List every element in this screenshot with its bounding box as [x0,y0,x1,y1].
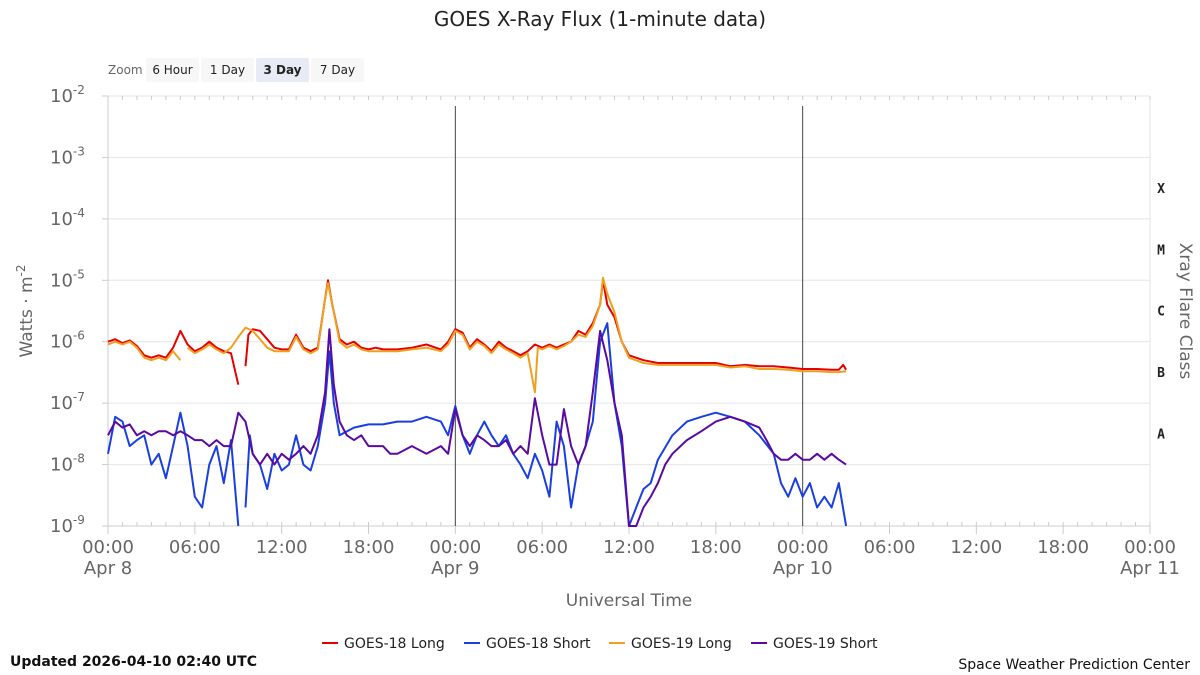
y-axis-title-text: Watts · m [17,276,37,357]
y-tick-exponent: -6 [73,329,85,343]
x-axis-title: Universal Time [566,591,692,611]
flare-class-x: X [1157,182,1165,197]
x-tick-time: 00:00 [82,537,134,558]
y-axis-title: Watts · m-2 [14,264,37,357]
flare-class-labels: X M C B A [1157,182,1165,443]
series-line-goes-18-short [107,322,848,527]
y-axis-title-sup: -2 [14,264,28,276]
legend-item-goes-18-short[interactable]: GOES-18 Short [464,636,591,652]
x-tick-date: Apr 10 [773,558,833,579]
y-tick-exponent: -7 [73,390,85,404]
legend-item-goes-18-long[interactable]: GOES-18 Long [322,636,445,652]
x-tick-time: 18:00 [690,537,742,558]
y-tick-base: 10 [50,86,73,107]
y-tick-base: 10 [50,270,73,291]
y-tick-base: 10 [50,455,73,476]
legend-label[interactable]: GOES-19 Short [773,636,878,652]
zoom-label: Zoom [108,63,143,77]
legend[interactable]: GOES-18 Long GOES-18 Short GOES-19 Long GOE… [322,636,878,652]
series-line-goes-19-long [107,276,847,394]
y-tick-label: 10-7 [50,390,85,414]
y-tick-label: 10-2 [50,83,85,107]
zoom-button-bg[interactable] [146,58,199,82]
y-tick-label: 10-6 [50,329,85,353]
legend-label[interactable]: GOES-18 Short [486,636,591,652]
flare-class-a: A [1157,428,1165,443]
flare-class-b: B [1157,366,1165,381]
zoom-button-bg[interactable] [201,58,254,82]
y-tick-label: 10-8 [50,452,85,476]
legend-item-goes-19-short[interactable]: GOES-19 Short [751,636,878,652]
y-tick-label: 10-3 [50,144,85,168]
y-tick-base: 10 [50,393,73,414]
x-tick-time: 00:00 [1124,537,1176,558]
zoom-button-label[interactable]: 7 Day [320,63,355,77]
day-markers [454,106,804,526]
updated-timestamp: Updated 2026-04-10 02:40 UTC [10,654,257,670]
x-tick-time: 12:00 [603,537,655,558]
x-tick-time: 06:00 [169,537,221,558]
series-lines [107,276,848,527]
zoom-button-7-day[interactable]: 7 Day [311,58,364,82]
zoom-button-label[interactable]: 1 Day [210,63,245,77]
x-tick-date: Apr 11 [1120,558,1180,579]
x-tick-time: 00:00 [429,537,481,558]
y-tick-base: 10 [50,209,73,230]
y-tick-label: 10-5 [50,267,85,291]
y-tick-exponent: -9 [73,513,85,527]
y-axis-ticks: 10-210-310-410-510-610-710-810-9 [50,83,108,537]
flare-class-m: M [1157,243,1165,258]
x-tick-date: Apr 9 [431,558,479,579]
x-tick-time: 18:00 [1037,537,1089,558]
y-tick-exponent: -2 [73,83,85,97]
credit-text: Space Weather Prediction Center [958,657,1190,673]
x-tick-time: 00:00 [777,537,829,558]
zoom-button-bg[interactable] [311,58,364,82]
x-tick-time: 12:00 [256,537,308,558]
y-tick-label: 10-4 [50,206,85,230]
zoom-button-3-day[interactable]: 3 Day [256,58,309,82]
x-tick-time: 18:00 [343,537,395,558]
zoom-button-label[interactable]: 6 Hour [152,63,192,77]
y-tick-base: 10 [50,332,73,353]
x-tick-time: 12:00 [950,537,1002,558]
series-line-goes-19-short [107,328,847,527]
y-tick-exponent: -4 [73,206,85,220]
x-tick-time: 06:00 [516,537,568,558]
legend-item-goes-19-long[interactable]: GOES-19 Long [609,636,732,652]
x-tick-date: Apr 8 [84,558,132,579]
series-line-goes-18-long [107,279,847,385]
legend-label[interactable]: GOES-18 Long [344,636,445,652]
y-tick-exponent: -5 [73,267,85,281]
zoom-button-6-hour[interactable]: 6 Hour [146,58,199,82]
x-tick-time: 06:00 [864,537,916,558]
legend-label[interactable]: GOES-19 Long [631,636,732,652]
chart-title: GOES X-Ray Flux (1-minute data) [434,7,766,31]
flare-class-c: C [1157,305,1165,320]
right-axis-title: Xray Flare Class [1175,243,1195,380]
y-tick-label: 10-9 [50,513,85,537]
zoom-button-bg[interactable] [256,58,309,82]
y-tick-exponent: -3 [73,144,85,158]
zoom-button-1-day[interactable]: 1 Day [201,58,254,82]
y-tick-base: 10 [50,147,73,168]
y-tick-base: 10 [50,516,73,537]
zoom-button-label[interactable]: 3 Day [263,63,301,77]
y-tick-exponent: -8 [73,452,85,466]
grid [107,95,1151,527]
zoom-controls: Zoom 6 Hour 1 Day 3 Day 7 Day [108,58,364,82]
